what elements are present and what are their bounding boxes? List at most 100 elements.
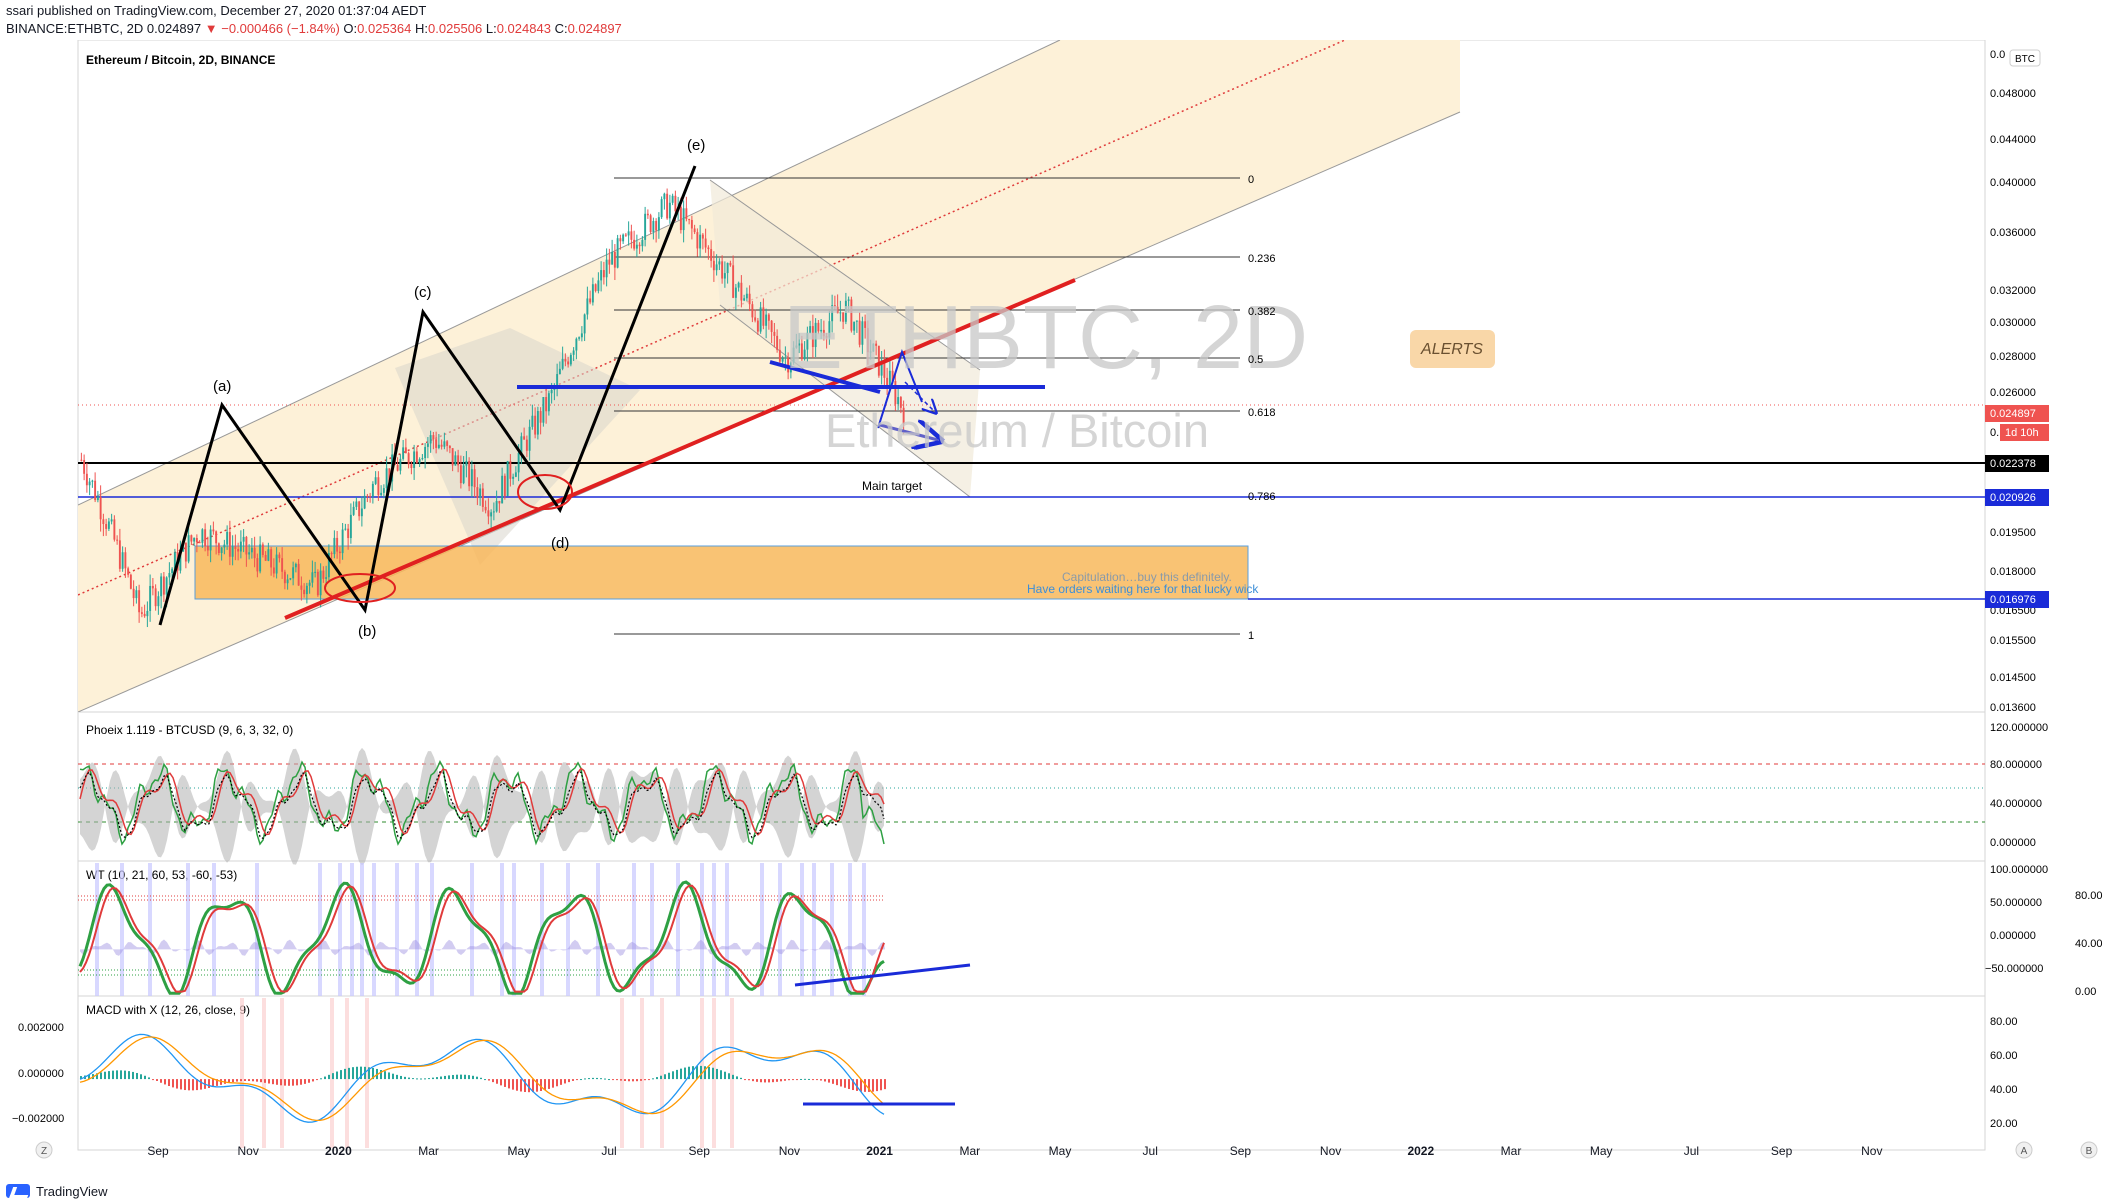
time-axis[interactable]: Sep Nov 2020 Mar May Jul Sep Nov 2021 Mar May Jul Se… (147, 1144, 1882, 1158)
candle-body (534, 415, 537, 435)
candle-body (613, 251, 616, 268)
candle-body (649, 215, 652, 232)
price-tick-partial: 0. (1990, 427, 1999, 439)
macd-bar (360, 1066, 362, 1080)
time-tick: Nov (1861, 1144, 1882, 1158)
wt-tick-right: 0.00 (2075, 986, 2096, 998)
alerts-button[interactable]: ALERTS (1410, 330, 1495, 368)
symbol-line: BINANCE:ETHBTC, 2D 0.024897 ▼ −0.000466 … (6, 21, 622, 36)
candle-body (899, 397, 902, 408)
fib-label: 0 (1248, 174, 1254, 186)
phoeix-tick: 40.000000 (1990, 798, 2042, 810)
candle-body (721, 261, 724, 279)
macd-bar (112, 1070, 114, 1080)
macd-bar (728, 1073, 730, 1080)
macd-bar (692, 1066, 694, 1080)
macd-bar (444, 1075, 446, 1080)
candle-body (776, 335, 779, 350)
candle-body (380, 492, 383, 496)
macd-tick-left: −0.002000 (12, 1113, 64, 1125)
macd-bar (644, 1079, 646, 1081)
macd-bar (324, 1076, 326, 1080)
rising-channel (78, 40, 1460, 712)
macd-bar (340, 1070, 342, 1080)
price-tick: 0.026000 (1990, 387, 2036, 399)
auto-scale-button[interactable]: A (2015, 1141, 2033, 1159)
time-tick: 2022 (1407, 1144, 1434, 1158)
candle-body (891, 370, 894, 382)
currency-badge[interactable] (2009, 49, 2041, 67)
macd-bar (720, 1070, 722, 1080)
price-tick: 0.028000 (1990, 351, 2036, 363)
candle-body (116, 539, 119, 541)
macd-bar (484, 1079, 486, 1081)
macd-bar (232, 1079, 234, 1083)
candle-body (743, 298, 746, 301)
candle-body (855, 320, 858, 322)
candle-body (820, 329, 823, 332)
candle-body (633, 239, 636, 249)
candle-body (371, 483, 374, 497)
level-tag-blue (1985, 591, 2049, 608)
macd-bar (328, 1074, 330, 1080)
candle-body (561, 358, 564, 369)
macd-pane (79, 998, 955, 1148)
candle-body (118, 540, 121, 569)
zoom-reset-button[interactable]: Z (35, 1141, 53, 1159)
candle-body (352, 506, 355, 515)
macd-bar (672, 1071, 674, 1080)
candle-body (710, 249, 713, 261)
macd-bar (432, 1077, 434, 1080)
fib-label: 0.382 (1248, 306, 1276, 318)
macd-bar (436, 1077, 438, 1080)
macd-bar (664, 1074, 666, 1080)
candle-body (132, 588, 135, 599)
candle-body (666, 193, 669, 219)
time-tick: Sep (1771, 1144, 1793, 1158)
candle-body (487, 510, 490, 517)
candle-body (418, 459, 421, 463)
log-scale-button[interactable]: B (2080, 1141, 2098, 1159)
desc-channel-line (719, 304, 971, 498)
candle-body (685, 208, 688, 220)
price-axis[interactable]: 0.0 BTC 0.048000 0.044000 0.040000 0.036… (1985, 49, 2049, 714)
macd-bar (176, 1079, 178, 1089)
auto-scale-label: A (2021, 1146, 2028, 1157)
macd-bar (336, 1071, 338, 1080)
macd-bar (660, 1075, 662, 1080)
candle-body (732, 265, 735, 298)
candle-body (311, 572, 314, 583)
wt-band (676, 863, 680, 996)
macd-bar (132, 1071, 134, 1080)
macd-bar (212, 1079, 214, 1087)
macd-bar (812, 1079, 814, 1081)
time-tick: Nov (779, 1144, 800, 1158)
macd-bar (784, 1079, 786, 1081)
capitulation-note: Capitulation…buy this definitely. (1062, 570, 1232, 584)
candle-body (597, 280, 600, 291)
candle-body (704, 238, 707, 248)
macd-bar (524, 1079, 526, 1093)
chart-canvas[interactable]: ETHBTC, 2D Ethereum / Bitcoin (a) (b) (c… (0, 40, 2119, 1180)
macd-bar (532, 1079, 534, 1093)
wt-band (760, 863, 764, 996)
macd-bar (712, 1067, 714, 1080)
candle-body (803, 349, 806, 360)
candle-body (556, 374, 559, 387)
candle-body (85, 473, 88, 486)
candle-body (374, 477, 377, 484)
macd-bar (472, 1075, 474, 1080)
macd-bar (96, 1073, 98, 1080)
candle-body (294, 563, 297, 568)
macd-bar (452, 1074, 454, 1080)
candle-body (657, 217, 660, 231)
candle-body (545, 397, 548, 412)
divergence-line (794, 963, 971, 987)
macd-bar (772, 1079, 774, 1083)
candle-body (206, 546, 209, 551)
candle-body (426, 443, 429, 447)
candle-body (465, 460, 468, 466)
macd-bar (168, 1079, 170, 1087)
candle-body (99, 496, 102, 520)
high-value: 0.025506 (428, 21, 483, 36)
